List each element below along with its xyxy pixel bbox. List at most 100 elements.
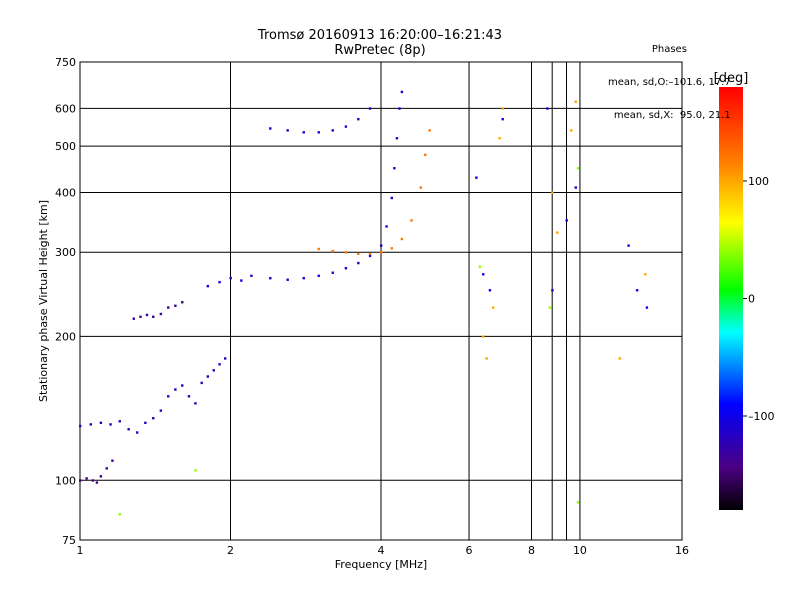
data-point bbox=[85, 477, 88, 480]
y-tick-label: 200 bbox=[55, 330, 76, 343]
y-tick-label: 400 bbox=[55, 186, 76, 199]
data-point bbox=[344, 125, 348, 128]
data-point bbox=[390, 247, 393, 250]
data-point bbox=[206, 375, 210, 378]
data-point bbox=[95, 481, 99, 484]
data-point bbox=[488, 289, 492, 292]
data-point bbox=[551, 289, 554, 292]
data-point bbox=[250, 274, 253, 278]
data-point bbox=[194, 402, 197, 405]
data-points bbox=[79, 90, 649, 516]
data-point bbox=[105, 467, 108, 470]
data-point bbox=[565, 219, 568, 222]
stats-x-mode: mean, sd,X: 95.0, 21.1 bbox=[613, 110, 731, 121]
data-point bbox=[570, 129, 573, 132]
data-point bbox=[548, 306, 552, 309]
data-point bbox=[200, 381, 203, 385]
data-point bbox=[229, 276, 232, 280]
x-tick-label: 2 bbox=[227, 544, 234, 557]
data-point bbox=[127, 428, 130, 431]
data-point bbox=[390, 196, 393, 200]
data-point bbox=[357, 117, 360, 121]
data-point bbox=[224, 357, 227, 360]
data-point bbox=[269, 276, 272, 280]
y-tick-label: 750 bbox=[55, 56, 76, 69]
data-point bbox=[478, 265, 482, 268]
stats-o-mode: mean, sd,O:–101.6, 17.7 bbox=[608, 77, 731, 88]
x-tick-label: 4 bbox=[378, 544, 385, 557]
data-point bbox=[574, 186, 577, 189]
data-point bbox=[576, 167, 580, 170]
data-point bbox=[109, 423, 112, 426]
data-point bbox=[400, 237, 404, 241]
colorbar-ticks: 100 0 –100 bbox=[743, 175, 775, 423]
data-point bbox=[485, 357, 488, 360]
data-point bbox=[79, 424, 82, 428]
data-point bbox=[174, 304, 177, 307]
data-point bbox=[118, 420, 121, 423]
data-point bbox=[635, 289, 639, 292]
data-point bbox=[551, 191, 554, 194]
data-point bbox=[118, 513, 121, 516]
data-point bbox=[99, 421, 103, 425]
plot-frame bbox=[79, 61, 683, 541]
data-point bbox=[152, 315, 155, 319]
data-point bbox=[385, 225, 388, 228]
data-point bbox=[482, 335, 485, 338]
data-point bbox=[181, 301, 184, 304]
data-point bbox=[574, 100, 577, 103]
y-tick-label: 75 bbox=[62, 534, 76, 547]
data-point bbox=[132, 317, 135, 320]
data-point bbox=[419, 186, 422, 189]
data-point bbox=[302, 276, 305, 280]
data-point bbox=[286, 278, 289, 281]
data-point bbox=[302, 131, 305, 134]
data-point bbox=[240, 279, 243, 282]
data-point bbox=[99, 475, 103, 478]
y-tick-label: 100 bbox=[55, 474, 76, 487]
data-point bbox=[317, 247, 320, 251]
data-point bbox=[482, 273, 485, 276]
data-point bbox=[218, 363, 221, 366]
data-point bbox=[368, 254, 372, 258]
y-tick-label: 600 bbox=[55, 102, 76, 115]
data-point bbox=[144, 421, 147, 425]
x-axis-ticks: 1 2 4 6 8 10 16 bbox=[77, 544, 690, 557]
x-axis-label: Frequency [MHz] bbox=[335, 558, 427, 571]
y-tick-label: 300 bbox=[55, 246, 76, 259]
data-point bbox=[368, 107, 372, 110]
colorbar bbox=[719, 87, 743, 510]
data-point bbox=[645, 306, 649, 309]
data-point bbox=[91, 479, 95, 482]
data-point bbox=[344, 267, 348, 270]
colorbar-tick-label: 100 bbox=[748, 175, 769, 188]
title-line-1: Tromsø 20160913 16:20:00–16:21:43 bbox=[257, 28, 503, 43]
y-axis-ticks: 75 100 200 300 400 500 600 750 bbox=[55, 56, 76, 547]
data-point bbox=[546, 107, 549, 110]
data-point bbox=[159, 409, 163, 412]
title-line-2: RwPretec (8p) bbox=[334, 43, 426, 58]
data-point bbox=[218, 280, 221, 284]
phase-stats: Phases mean, sd,O:–101.6, 17.7 mean, sd,… bbox=[608, 22, 731, 132]
data-point bbox=[501, 107, 504, 110]
data-point bbox=[159, 312, 163, 316]
data-point bbox=[89, 423, 92, 426]
colorbar-tick-label: –100 bbox=[748, 410, 775, 423]
data-point bbox=[400, 90, 404, 94]
data-point bbox=[317, 274, 320, 278]
data-point bbox=[152, 416, 155, 420]
data-point bbox=[111, 459, 114, 462]
data-point bbox=[167, 306, 170, 309]
stats-heading: Phases bbox=[651, 44, 687, 55]
data-point bbox=[181, 384, 184, 387]
data-point bbox=[428, 129, 431, 132]
x-tick-label: 6 bbox=[466, 544, 473, 557]
data-point bbox=[194, 469, 197, 472]
data-point bbox=[424, 153, 427, 157]
data-point bbox=[269, 127, 272, 130]
data-point bbox=[498, 137, 501, 140]
data-point bbox=[331, 271, 334, 274]
data-point bbox=[380, 251, 383, 254]
data-point bbox=[395, 137, 399, 140]
